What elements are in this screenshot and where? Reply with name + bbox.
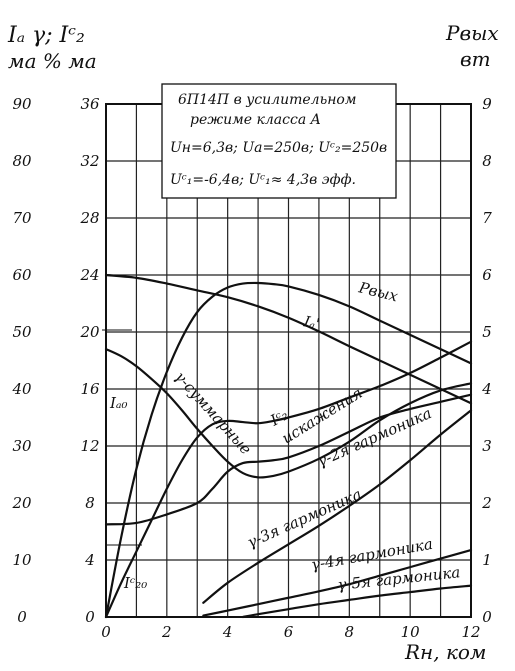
info-box-frame: [161, 83, 397, 199]
series-line-1: [104, 273, 473, 405]
p-tick-label: 2: [481, 494, 492, 512]
x-tick-label: 10: [401, 623, 421, 641]
pct-tick-label: 16: [80, 380, 100, 398]
pct-tick-label: 28: [79, 209, 99, 227]
x-tick-label: 8: [345, 623, 355, 641]
ia-tick-label: 90: [12, 95, 32, 113]
curve-labels: Pвых Iₐ' γ-суммарные Iᶜ₂ искажения γ-2я …: [171, 278, 461, 594]
ia-tick-label: 10: [12, 551, 32, 569]
p-vyx-label: Pвых: [356, 278, 400, 305]
x-tick-label: 4: [222, 623, 233, 641]
header-left: Iₐ γ; Iᶜ₂ ма % ма: [7, 23, 97, 73]
ia-tick-label: 40: [11, 380, 32, 398]
pct-tick-label: 8: [85, 494, 95, 512]
info-box: 6П14П в усилительном режиме класса A Uн=…: [161, 83, 397, 199]
pct-tick-label: 20: [79, 323, 100, 341]
info-line-4: Uᶜ₁=-6,4в; Uᶜ₁≈ 4,3в эфф.: [170, 172, 356, 188]
ia-label: Iₐ': [301, 312, 321, 333]
right-axis-quantity: Pвых: [445, 21, 499, 45]
info-line-2: режиме класса A: [190, 112, 321, 128]
series-line-2: [104, 348, 473, 479]
p-tick-label: 8: [482, 152, 492, 170]
series-line-6: [202, 548, 473, 617]
right-axis-unit: вт: [460, 47, 491, 71]
left-axis-units: ма % ма: [8, 49, 97, 73]
pct-tick-label: 0: [85, 608, 95, 626]
ia-tick-label: 80: [12, 152, 32, 170]
p-tick-label: 7: [482, 209, 492, 227]
x-tick-label: 0: [101, 623, 111, 641]
series-line-4: [104, 393, 473, 526]
ic20-label: Iᶜ₂₀: [123, 574, 147, 592]
pct-tick-label: 36: [80, 95, 100, 113]
ia-tick-label: 50: [12, 323, 32, 341]
p-tick-label: 3: [482, 437, 492, 455]
series-line-5: [202, 409, 473, 604]
p-tick-label: 4: [481, 380, 492, 398]
pct-tick-label: 24: [79, 266, 99, 284]
h3-label: γ-3я гармоника: [244, 485, 364, 552]
pct-tick-label: 4: [84, 551, 95, 569]
left-axis-quantities: Iₐ γ; Iᶜ₂: [7, 23, 85, 48]
info-line-3: Uн=6,3в; Uа=250в; Uᶜ₂=250в: [170, 140, 387, 156]
ic20-marker: Iᶜ₂₀: [105, 544, 147, 592]
x-tick-label: 2: [161, 623, 172, 641]
ia-tick-label: 30: [12, 437, 32, 455]
ia-tick-label: 70: [12, 209, 32, 227]
series-line-0: [104, 281, 473, 619]
pct-tick-label: 12: [80, 437, 99, 455]
ia-tick-label: 20: [11, 494, 32, 512]
p-tick-label: 1: [482, 551, 492, 569]
p-tick-label: 0: [482, 608, 492, 626]
x-axis-label: Rн, ком: [404, 640, 487, 664]
curves-layer: [104, 273, 473, 619]
p-tick-label: 6: [482, 266, 492, 284]
ia-tick-label: 60: [12, 266, 32, 284]
p-tick-label: 9: [482, 95, 492, 113]
header-right: Pвых вт: [445, 21, 499, 71]
ticks-layer: 0102030405060708090048121620242832360123…: [11, 95, 492, 641]
p-tick-label: 5: [482, 323, 492, 341]
x-tick-label: 6: [284, 623, 294, 641]
ia0-marker: Iₐ₀: [102, 329, 132, 438]
ia-tick-label: 0: [17, 608, 27, 626]
info-line-1: 6П14П в усилительном: [178, 92, 356, 108]
ia0-label: Iₐ₀: [109, 394, 128, 412]
series-line-7: [241, 584, 473, 619]
x-tick-label: 12: [461, 623, 480, 641]
pct-tick-label: 32: [80, 152, 99, 170]
